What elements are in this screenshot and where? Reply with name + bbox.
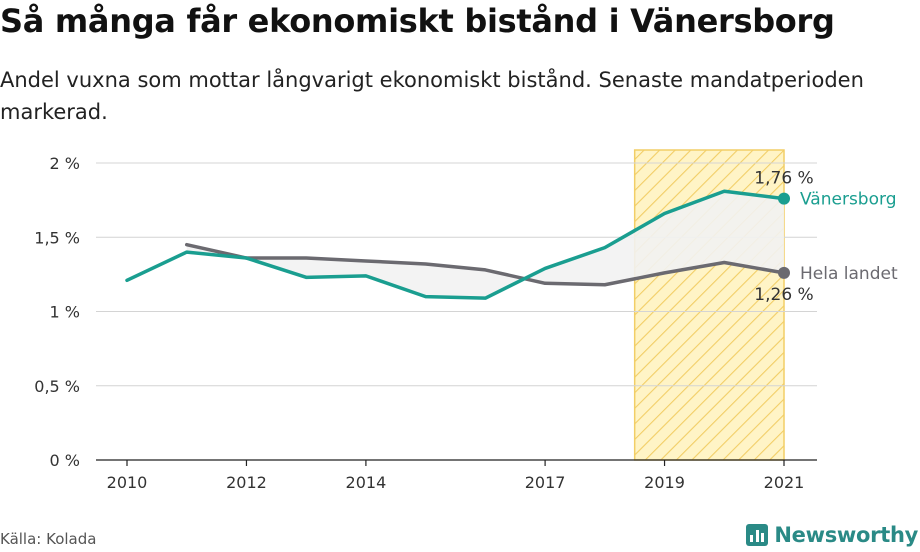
value-label-hela-landet: 1,26 % xyxy=(754,285,813,305)
x-tick-label: 2012 xyxy=(226,473,267,492)
value-label-vanersborg: 1,76 % xyxy=(754,169,813,189)
gap-area xyxy=(186,191,784,299)
line-vanersborg xyxy=(125,189,786,300)
series-name-hela-landet: Hela landet xyxy=(800,264,898,284)
line-hela-landet xyxy=(184,242,786,287)
y-tick-label: 2 % xyxy=(50,154,80,173)
x-tick-label: 2021 xyxy=(764,473,805,492)
x-tick-label: 2017 xyxy=(525,473,566,492)
bar-chart-icon xyxy=(746,524,769,546)
series-name-vanersborg: Vänersborg xyxy=(800,190,896,210)
chart-title: Så många får ekonomiskt bistånd i Väners… xyxy=(0,2,835,40)
source-note: Källa: Kolada xyxy=(0,530,97,548)
x-tick-label: 2010 xyxy=(107,473,148,492)
y-tick-label: 1,5 % xyxy=(34,228,80,247)
y-axis-ticks: 0 % 0,5 % 1 % 1,5 % 2 % xyxy=(34,154,80,470)
brand-name: Newsworthy xyxy=(774,523,918,547)
series-lines xyxy=(125,189,790,300)
y-tick-label: 1 % xyxy=(50,303,80,322)
chart-subtitle: Andel vuxna som mottar långvarigt ekonom… xyxy=(0,68,864,124)
brand-logo: Newsworthy xyxy=(746,520,918,550)
y-tick-label: 0,5 % xyxy=(34,377,80,396)
end-dot-hela-landet xyxy=(778,266,790,279)
end-dot-vanersborg xyxy=(778,192,790,205)
x-axis-ticks: 2010 2012 2014 2017 2019 2021 xyxy=(107,460,805,492)
y-tick-label: 0 % xyxy=(50,451,80,470)
x-tick-label: 2014 xyxy=(346,473,387,492)
x-tick-label: 2019 xyxy=(644,473,685,492)
gap-fill xyxy=(186,191,784,299)
